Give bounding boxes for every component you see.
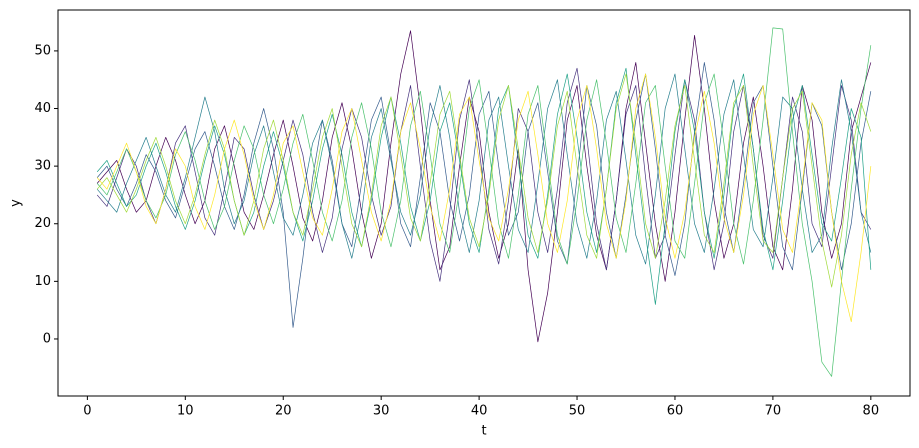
x-tick-label: 40 bbox=[471, 404, 488, 419]
y-tick-label: 0 bbox=[43, 331, 51, 346]
series-line bbox=[96, 62, 872, 328]
x-tick-label: 10 bbox=[177, 404, 194, 419]
y-tick-label: 10 bbox=[34, 274, 51, 289]
x-tick-label: 60 bbox=[667, 404, 684, 419]
plot-frame bbox=[57, 9, 911, 397]
x-tick-label: 80 bbox=[863, 404, 880, 419]
series-line bbox=[96, 73, 872, 288]
series-line bbox=[96, 30, 872, 343]
series-line bbox=[96, 73, 872, 323]
y-tick-label: 30 bbox=[34, 159, 51, 174]
y-tick-label: 20 bbox=[34, 216, 51, 231]
x-tick-label: 70 bbox=[765, 404, 782, 419]
series-line bbox=[96, 27, 872, 377]
x-tick-label: 50 bbox=[569, 404, 586, 419]
y-tick-label: 50 bbox=[34, 43, 51, 58]
series-line bbox=[96, 73, 872, 265]
x-tick-label: 0 bbox=[83, 404, 91, 419]
x-tick-label: 30 bbox=[373, 404, 390, 419]
y-axis-label: y bbox=[9, 199, 24, 207]
y-tick-label: 40 bbox=[34, 101, 51, 116]
x-tick-label: 20 bbox=[275, 404, 292, 419]
x-axis-label: t bbox=[481, 424, 486, 439]
